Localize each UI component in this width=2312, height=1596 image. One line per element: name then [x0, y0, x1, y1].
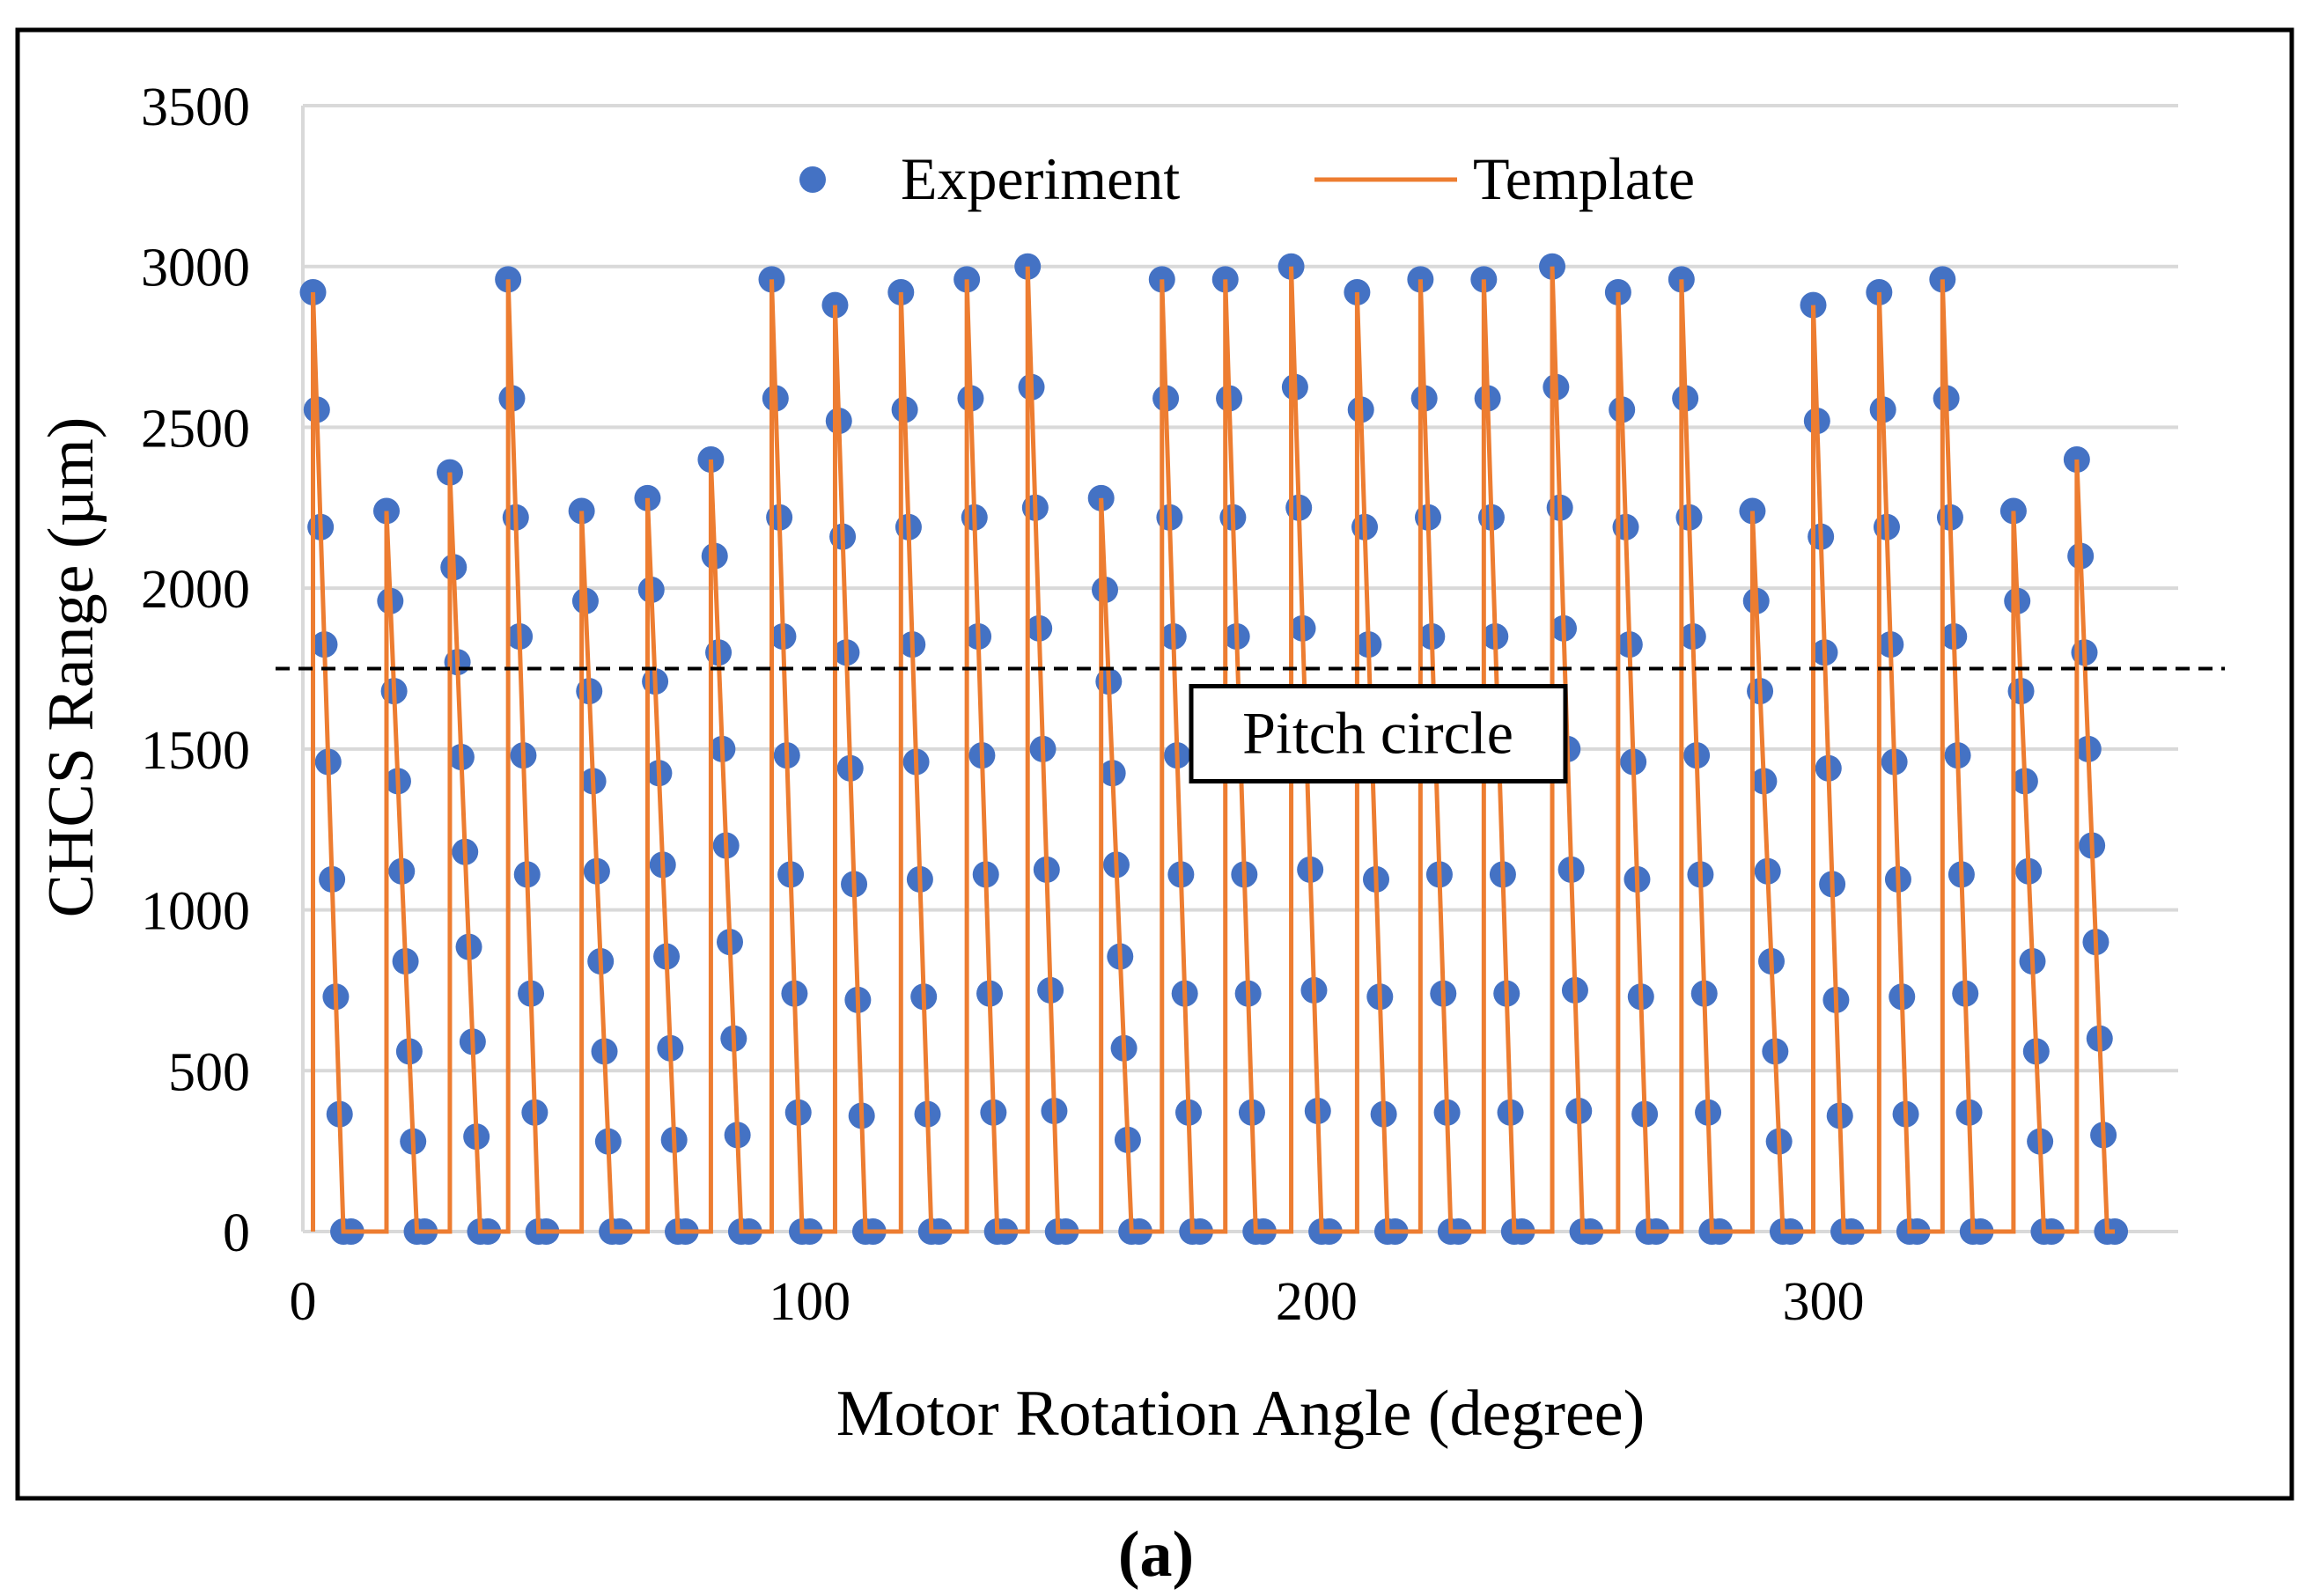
x-axis-title: Motor Rotation Angle (degree) — [836, 1378, 1646, 1450]
y-axis-title: CHCS Range (µm) — [35, 417, 107, 918]
annotation-box — [1189, 684, 1568, 783]
y-tick-label: 1000 — [141, 882, 250, 942]
x-tick-label: 0 — [290, 1272, 317, 1332]
legend-label: Template — [1473, 145, 1695, 212]
y-tick-label: 3500 — [141, 77, 250, 137]
y-tick-label: 1500 — [141, 721, 250, 781]
legend-label: Experiment — [901, 145, 1180, 212]
caption: (a) — [1118, 1519, 1194, 1591]
y-tick-label: 500 — [168, 1042, 250, 1102]
y-tick-label: 2000 — [141, 560, 250, 620]
legend-marker — [799, 166, 826, 193]
annotation: Pitch circle — [1242, 700, 1513, 767]
x-tick-label: 100 — [769, 1272, 850, 1332]
x-tick-label: 300 — [1783, 1272, 1865, 1332]
template-line — [311, 266, 2116, 1234]
x-tick-label: 200 — [1276, 1272, 1358, 1332]
y-tick-label: 0 — [223, 1203, 250, 1263]
y-tick-label: 3000 — [141, 239, 250, 298]
plot-area — [299, 253, 2129, 1245]
y-tick-label: 2500 — [141, 399, 250, 459]
